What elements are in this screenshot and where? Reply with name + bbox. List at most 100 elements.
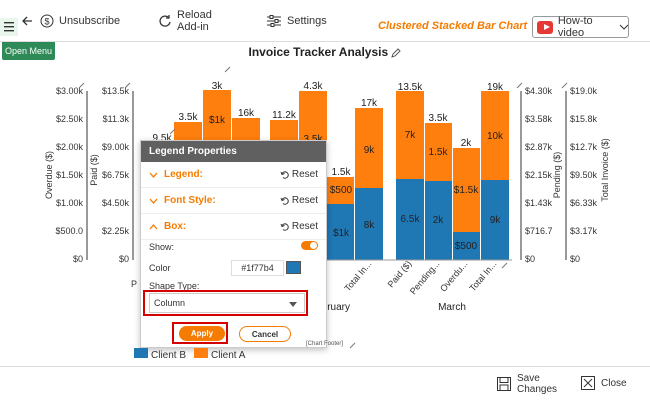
bar-orange[interactable] <box>396 91 424 179</box>
highlight-box <box>143 290 308 316</box>
show-toggle[interactable] <box>301 241 318 250</box>
total-tick: $9.50k <box>570 170 598 180</box>
cancel-button[interactable]: Cancel <box>239 326 291 342</box>
apply-button[interactable]: Apply <box>179 326 225 341</box>
pending-tick: $1.43k <box>525 198 553 208</box>
reload-icon <box>159 15 171 27</box>
total-axis-ticks: $19.0k $15.8k $12.7k $9.50k $6.33k $3.17… <box>570 86 598 264</box>
bar-label: 1.5k <box>332 167 352 178</box>
bar-blue[interactable] <box>355 188 383 260</box>
chart-legend[interactable]: Client B Client A <box>134 348 245 361</box>
total-tick: $6.33k <box>570 198 598 208</box>
reset-font-button[interactable]: Reset <box>280 195 318 206</box>
bar-orange[interactable] <box>270 120 298 142</box>
bar-label: 3.5k <box>179 112 199 123</box>
category-label: Paid ($) <box>386 259 414 290</box>
chevron-down-icon <box>149 172 158 178</box>
back-button[interactable] <box>20 0 34 42</box>
bar-label: 2k <box>461 138 473 149</box>
bar-label: 13.5k <box>398 82 423 93</box>
reload-addin-button[interactable]: Reload Add-in <box>158 0 212 42</box>
bar-orange[interactable] <box>425 123 452 181</box>
chart-title-text: Invoice Tracker Analysis <box>248 45 389 59</box>
bar-orange[interactable] <box>232 118 260 142</box>
bar-orange[interactable] <box>299 91 327 142</box>
hamburger-icon <box>4 22 14 32</box>
category-label: Total In... <box>342 259 373 293</box>
total-tick: $19.0k <box>570 86 598 96</box>
bar-orange[interactable] <box>481 91 509 180</box>
bar-blue[interactable] <box>327 204 354 260</box>
pending-tick: $716.7 <box>525 226 553 236</box>
chevron-down-icon <box>149 198 158 204</box>
save-changes-button[interactable]: Save Changes <box>496 373 557 395</box>
chevron-down-icon <box>619 24 628 30</box>
legend-item-client-b[interactable]: Client B <box>134 348 186 361</box>
bar-label: 3.5k <box>429 113 449 124</box>
reset-icon <box>280 171 289 179</box>
bar-label: 11.2k <box>272 110 297 121</box>
color-input[interactable]: #1f77b4 <box>231 260 284 276</box>
section-legend-label: Legend: <box>164 169 203 180</box>
save-icon <box>497 377 511 391</box>
shape-type-select[interactable]: Column <box>149 293 305 313</box>
unsubscribe-button[interactable]: $ Unsubscribe <box>40 0 120 42</box>
overdue-tick: $2.50k <box>56 114 84 124</box>
shape-type-label: Shape Type: <box>149 281 200 291</box>
section-box[interactable]: Box: Reset <box>141 214 326 240</box>
bar-blue[interactable] <box>396 179 424 260</box>
bar-orange[interactable] <box>355 108 383 188</box>
pending-tick: $0 <box>525 254 535 264</box>
legend-swatch <box>134 348 148 358</box>
bar-label: 16k <box>238 108 255 119</box>
total-tick: $15.8k <box>570 114 598 124</box>
month-label: February <box>310 302 350 313</box>
section-legend[interactable]: Legend: Reset <box>141 162 326 188</box>
howto-video-dropdown[interactable]: How-to video <box>532 15 629 39</box>
close-button[interactable]: Close <box>580 375 627 391</box>
category-label: Pending... <box>408 259 442 296</box>
open-menu-button[interactable]: Open Menu <box>2 42 55 60</box>
legend-item-client-a[interactable]: Client A <box>194 348 245 361</box>
bar-orange[interactable] <box>327 177 354 204</box>
legend-properties-panel: Legend Properties Legend: Reset Font Sty… <box>140 140 327 348</box>
overdue-tick: $1.00k <box>56 198 84 208</box>
reset-box-button[interactable]: Reset <box>280 221 318 232</box>
reset-legend-button[interactable]: Reset <box>280 169 318 180</box>
bar-orange[interactable] <box>203 90 231 142</box>
panel-title: Legend Properties <box>141 141 326 162</box>
bottom-bar: Save Changes Close <box>0 366 650 410</box>
bar-label: 19k <box>487 82 504 93</box>
total-tick: $0 <box>570 254 580 264</box>
bar-blue[interactable] <box>453 232 480 260</box>
reset-icon <box>280 197 289 205</box>
bar-label: 10k <box>487 131 504 142</box>
total-tick: $12.7k <box>570 142 598 152</box>
hamburger-menu-button[interactable] <box>0 18 18 36</box>
bar-label: 9.5k <box>153 133 173 144</box>
bar-orange[interactable] <box>453 148 480 232</box>
bar-label: 2k <box>433 215 445 226</box>
paid-tick: $0 <box>119 254 129 264</box>
month-label: March <box>438 302 466 313</box>
settings-button[interactable]: Settings <box>266 0 327 42</box>
shape-type-value: Column <box>154 298 186 308</box>
section-box-label: Box: <box>164 221 187 232</box>
category-label: P <box>131 279 137 289</box>
bar-blue[interactable] <box>481 180 509 260</box>
chart-title[interactable]: Invoice Tracker Analysis <box>0 45 650 59</box>
bar-blue[interactable] <box>425 181 452 260</box>
edit-pencil-icon[interactable] <box>391 48 402 58</box>
pending-tick: $4.30k <box>525 86 553 96</box>
reload-label-2: Add-in <box>177 21 209 33</box>
chart-footer-placeholder[interactable]: [Chart Footer] <box>306 341 344 347</box>
section-font-style[interactable]: Font Style: Reset <box>141 188 326 214</box>
bar-orange[interactable] <box>174 122 202 142</box>
pending-axis-label: Pending ($) <box>552 152 562 199</box>
legend-label: Client B <box>151 350 187 361</box>
total-axis-label: Total Invoice ($) <box>600 138 610 202</box>
category-label: Overdu... <box>438 259 469 294</box>
color-swatch[interactable] <box>286 261 301 274</box>
pending-tick: $2.87k <box>525 142 553 152</box>
overdue-tick: $500.0 <box>55 226 83 236</box>
